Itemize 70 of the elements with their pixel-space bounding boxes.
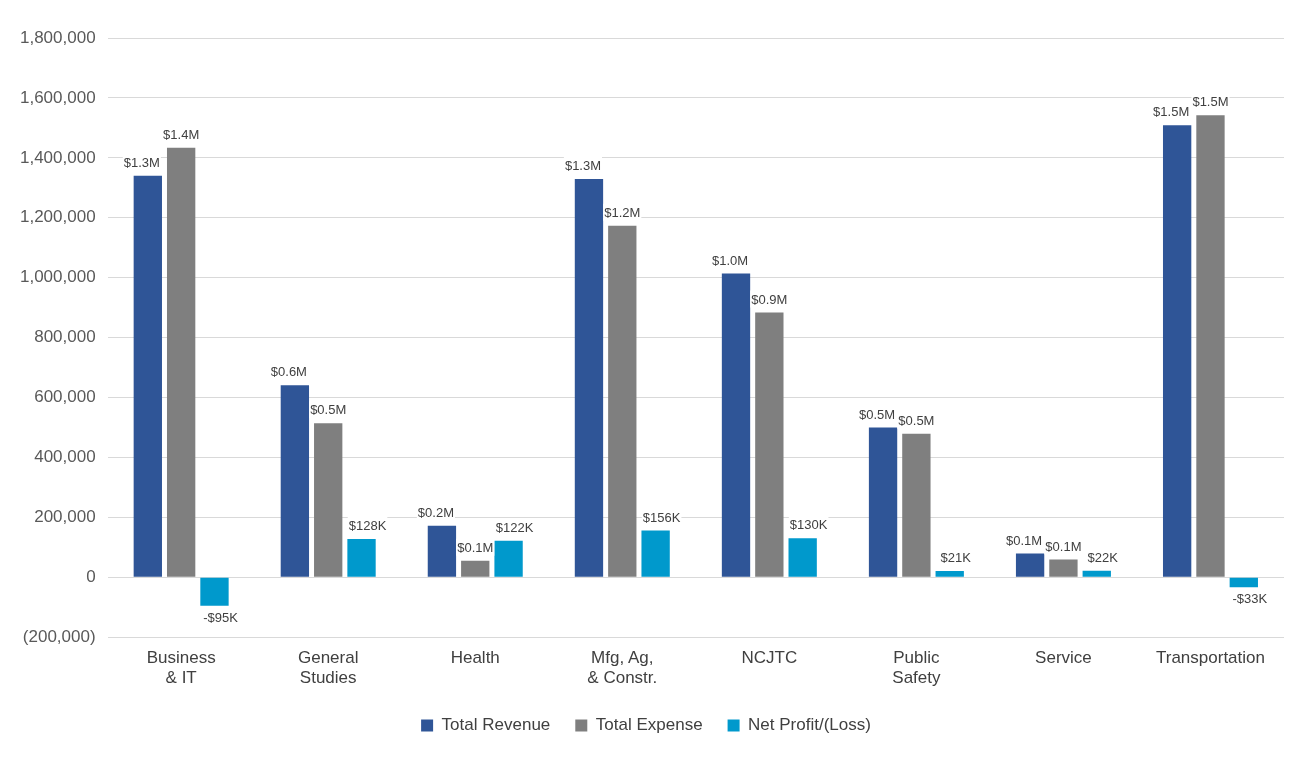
- bar: [133, 175, 162, 577]
- y-tick-label: 1,600,000: [19, 87, 96, 107]
- data-label: $22K: [1087, 549, 1119, 565]
- data-label: $1.3M: [123, 154, 160, 170]
- legend-label: Net Profit/(Loss): [748, 715, 871, 735]
- bar: [574, 179, 604, 577]
- bar: [166, 147, 196, 577]
- data-label: $0.5M: [858, 406, 896, 422]
- bar: [494, 540, 523, 577]
- bar: [461, 560, 490, 577]
- bar: [280, 385, 310, 577]
- x-tick-label: Public Safety: [892, 648, 941, 688]
- legend-label: Total Expense: [595, 715, 703, 735]
- bar: [721, 273, 751, 577]
- x-tick-label: NCJTC: [741, 648, 798, 668]
- data-label: $0.2M: [417, 504, 454, 520]
- data-label: $21K: [940, 550, 972, 566]
- data-label: $1.4M: [163, 126, 200, 142]
- data-label: $1.2M: [604, 204, 641, 220]
- y-tick-label: 800,000: [34, 327, 96, 347]
- bar: [427, 525, 457, 577]
- x-tick-label: Health: [450, 648, 500, 668]
- y-tick-label: 400,000: [34, 447, 96, 467]
- x-tick-label: Service: [1035, 648, 1092, 668]
- bar: [608, 225, 637, 577]
- bar: [755, 312, 784, 577]
- data-label: $1.3M: [564, 158, 602, 174]
- x-tick-label: Transportation: [1155, 648, 1265, 668]
- bar: [1196, 115, 1225, 577]
- y-tick-label: 600,000: [34, 387, 96, 407]
- data-label: $1.5M: [1192, 94, 1229, 110]
- bar: [868, 427, 898, 577]
- data-label: $0.1M: [1045, 538, 1082, 554]
- y-tick-label: 0: [86, 566, 96, 586]
- bar: [314, 423, 343, 577]
- bar: [200, 577, 229, 606]
- data-label: $0.1M: [457, 539, 494, 555]
- x-tick-label: Business & IT: [146, 648, 216, 688]
- data-label: $122K: [495, 519, 534, 535]
- y-tick-label: 1,800,000: [19, 27, 96, 47]
- data-label: $0.6M: [270, 364, 307, 380]
- x-tick-label: Mfg, Ag, & Constr.: [587, 648, 658, 688]
- data-label: -$95K: [203, 609, 239, 625]
- x-tick-label: General Studies: [297, 648, 359, 688]
- y-tick-label: 1,000,000: [19, 267, 96, 287]
- y-tick-label: 1,400,000: [19, 147, 96, 167]
- bar: [641, 530, 670, 577]
- data-label: $0.5M: [898, 412, 935, 428]
- bar: [902, 433, 931, 577]
- bar: [347, 538, 376, 577]
- data-label: $128K: [348, 518, 387, 534]
- data-label: $1.5M: [1153, 104, 1190, 120]
- bar: [1015, 553, 1045, 577]
- bar: [935, 570, 964, 577]
- data-label: $1.0M: [711, 252, 749, 268]
- data-label: $0.9M: [751, 291, 788, 307]
- legend-label: Total Revenue: [441, 715, 551, 735]
- data-label: $0.1M: [1006, 532, 1043, 548]
- bar: [1162, 125, 1192, 577]
- y-tick-label: (200,000): [22, 626, 96, 646]
- bar: [1049, 559, 1078, 577]
- data-label: $130K: [789, 517, 828, 533]
- y-tick-label: 200,000: [34, 507, 96, 527]
- data-label: $156K: [642, 509, 681, 525]
- y-tick-label: 1,200,000: [19, 207, 96, 227]
- bar: [1229, 577, 1258, 588]
- bar: [788, 538, 817, 577]
- data-label: $0.5M: [310, 402, 347, 418]
- data-label: -$33K: [1232, 591, 1268, 607]
- bar: [1082, 570, 1111, 577]
